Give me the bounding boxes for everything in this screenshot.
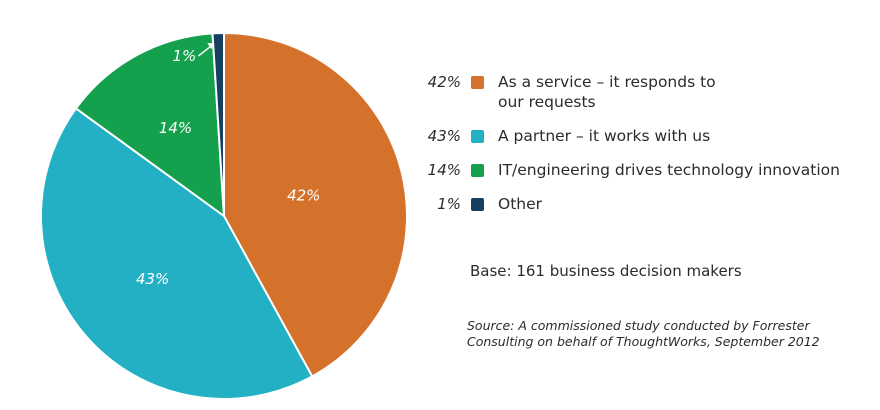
pie-svg: 42% 43% 14% 1% <box>40 31 408 400</box>
pie-label-arrowhead <box>207 43 215 50</box>
legend-swatch <box>471 76 484 89</box>
pie-label-partner: 43% <box>136 270 169 288</box>
source-note: Source: A commissioned study conducted b… <box>467 318 820 349</box>
pie-label-it-engineering: 14% <box>159 119 192 137</box>
legend: 42% As a service – it responds to our re… <box>415 72 875 228</box>
legend-percent: 14% <box>427 161 461 179</box>
legend-label: As a service – it responds to our reques… <box>498 73 716 111</box>
pie-slice-as-a-service <box>223 31 408 378</box>
base-note: Base: 161 business decision makers <box>470 262 742 280</box>
pie-slice-other <box>211 31 225 217</box>
pie-label-as-a-service: 42% <box>287 187 320 205</box>
legend-swatch <box>471 198 484 211</box>
legend-percent: 43% <box>427 127 461 145</box>
pie-chart: 42% 43% 14% 1% <box>40 31 408 400</box>
legend-swatch <box>471 130 484 143</box>
legend-item-as-a-service: 42% As a service – it responds to our re… <box>415 72 875 112</box>
pie-slice-partner <box>40 107 314 400</box>
legend-percent: 1% <box>437 195 461 213</box>
legend-item-partner: 43% A partner – it works with us <box>415 126 875 146</box>
legend-label: A partner – it works with us <box>498 127 711 145</box>
legend-item-it-engineering: 14% IT/engineering drives technology inn… <box>415 160 875 180</box>
legend-percent: 42% <box>427 73 461 91</box>
legend-label: Other <box>498 195 543 213</box>
legend-swatch <box>471 164 484 177</box>
pie-label-other: 1% <box>173 47 197 65</box>
legend-item-other: 1% Other <box>415 194 875 214</box>
legend-label: IT/engineering drives technology innovat… <box>498 161 840 179</box>
pie-slice-it-engineering <box>74 32 226 219</box>
